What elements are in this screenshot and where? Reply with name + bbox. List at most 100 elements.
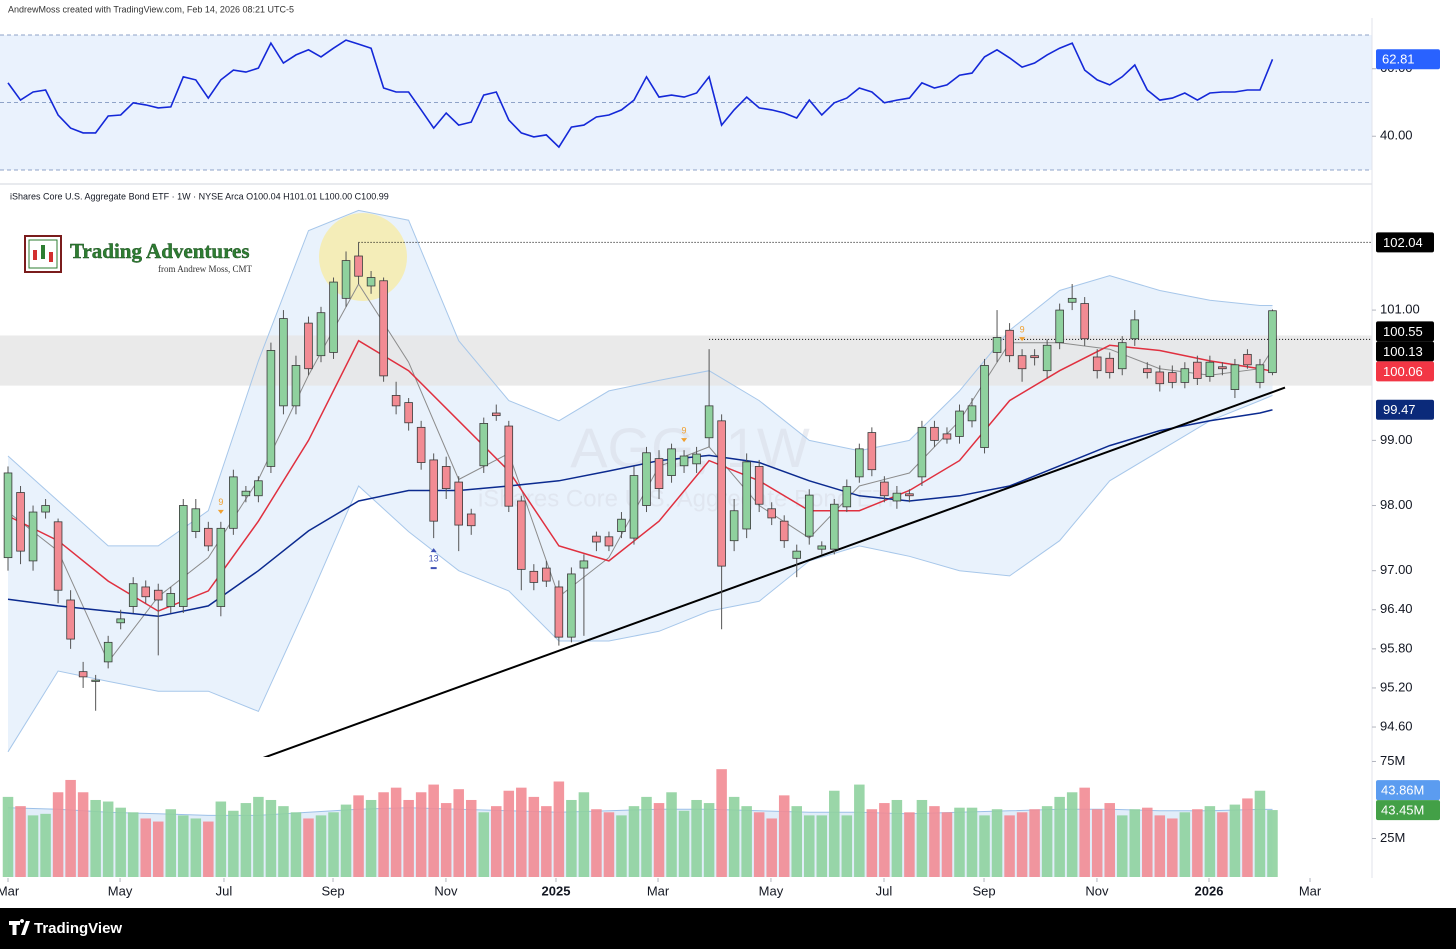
volume-bar	[653, 803, 665, 877]
candle-body	[304, 322, 313, 370]
candle-body	[1243, 353, 1252, 366]
candle-body	[592, 535, 601, 543]
candle-body	[16, 492, 25, 552]
candle-body	[729, 510, 739, 542]
volume-bar	[1242, 798, 1253, 877]
candle-body	[717, 420, 726, 567]
candle-body	[917, 426, 927, 478]
candle-body	[391, 395, 401, 407]
volume-tick-label: 25M	[1380, 830, 1405, 845]
price-badge	[1376, 399, 1434, 420]
y-tick-label: 98.00	[1380, 497, 1413, 512]
volume-bar	[1004, 815, 1015, 877]
x-tick-label: Nov	[434, 883, 458, 898]
candle-body	[66, 599, 75, 640]
volume-bar	[566, 799, 577, 877]
candle-body	[466, 513, 476, 527]
candle-body	[41, 505, 50, 513]
footer	[0, 908, 1456, 949]
y-tick-label: 99.00	[1380, 432, 1413, 447]
candle-body	[266, 350, 276, 467]
candle-body	[291, 365, 301, 407]
footer-logo: TradingView	[9, 919, 122, 937]
volume-bar	[1029, 809, 1040, 877]
logo-candle	[41, 245, 45, 259]
volume-bar	[778, 795, 790, 877]
volume-bar	[415, 792, 427, 877]
logo-subtitle: from Andrew Moss, CMT	[158, 264, 253, 274]
volume-bar	[152, 821, 164, 877]
candle-body	[279, 318, 288, 407]
candle-body	[992, 337, 1002, 353]
candle-body	[679, 455, 689, 467]
volume-bar	[991, 809, 1003, 877]
volume-badge	[1376, 800, 1440, 821]
volume-bar	[403, 799, 414, 877]
candle-body	[166, 593, 176, 607]
candle-body	[1255, 364, 1265, 383]
candle-body	[141, 586, 151, 598]
volume-bar	[1267, 810, 1278, 877]
volume-bar	[303, 818, 314, 877]
volume-bar	[979, 815, 990, 877]
candle-body	[830, 503, 839, 550]
marker-dash	[430, 567, 437, 570]
volume-bar	[115, 807, 126, 877]
candle-body	[1080, 303, 1089, 340]
candle-body	[880, 481, 889, 497]
volume-bar	[578, 792, 590, 877]
volume-bar	[753, 812, 765, 877]
volume-bar	[591, 809, 602, 877]
rsi-tick-label: 40.00	[1380, 128, 1413, 143]
candle-body	[404, 402, 413, 424]
y-tick-label: 95.20	[1380, 679, 1413, 694]
candle-body	[316, 312, 326, 357]
volume-bar	[891, 799, 903, 877]
x-tick-label: Jul	[216, 883, 233, 898]
volume-bar	[2, 796, 14, 877]
volume-bar	[27, 815, 39, 877]
candle-body	[379, 280, 388, 377]
candle-body	[1268, 310, 1277, 374]
volume-bar	[603, 812, 615, 877]
volume-bar	[1079, 787, 1090, 877]
volume-bar	[365, 799, 377, 877]
candle-body	[955, 410, 964, 437]
marker-arrow	[430, 548, 437, 553]
y-tick-label: 97.00	[1380, 562, 1413, 577]
candle-body	[704, 405, 714, 439]
volume-badge-label: 43.86M	[1381, 783, 1424, 798]
candle-body	[629, 475, 639, 539]
volume-bar	[491, 806, 502, 877]
logo-candle	[49, 252, 53, 262]
volume-bar	[440, 803, 452, 877]
volume-bar	[1129, 809, 1141, 877]
rsi-badge	[1376, 49, 1440, 70]
volume-bar	[353, 795, 364, 877]
candle-body	[366, 277, 376, 287]
volume-bar	[678, 810, 690, 877]
candle-body	[479, 423, 489, 467]
candle-body	[28, 511, 38, 562]
marker-label: 9	[218, 497, 223, 507]
volume-bar	[941, 812, 953, 877]
rsi-badge-label: 62.81	[1382, 52, 1415, 67]
y-tick-label: 94.60	[1380, 718, 1413, 733]
volume-bar	[428, 784, 439, 877]
x-tick-label: Mar	[1299, 883, 1322, 898]
volume-bar	[829, 790, 840, 877]
candle-body	[53, 521, 63, 591]
candle-body	[254, 480, 263, 497]
candle-body	[692, 453, 701, 465]
x-tick-label: Mar	[0, 883, 20, 898]
candle-body	[542, 567, 551, 582]
price-badge-label: 102.04	[1383, 235, 1423, 250]
price-badge-label: 100.55	[1383, 324, 1423, 339]
volume-bar	[378, 792, 389, 877]
candle-body	[441, 466, 451, 489]
volume-bar	[691, 799, 702, 877]
candle-body	[1180, 368, 1190, 383]
x-tick-label: Mar	[647, 883, 670, 898]
candle-body	[554, 586, 564, 638]
candle-body	[241, 490, 251, 497]
